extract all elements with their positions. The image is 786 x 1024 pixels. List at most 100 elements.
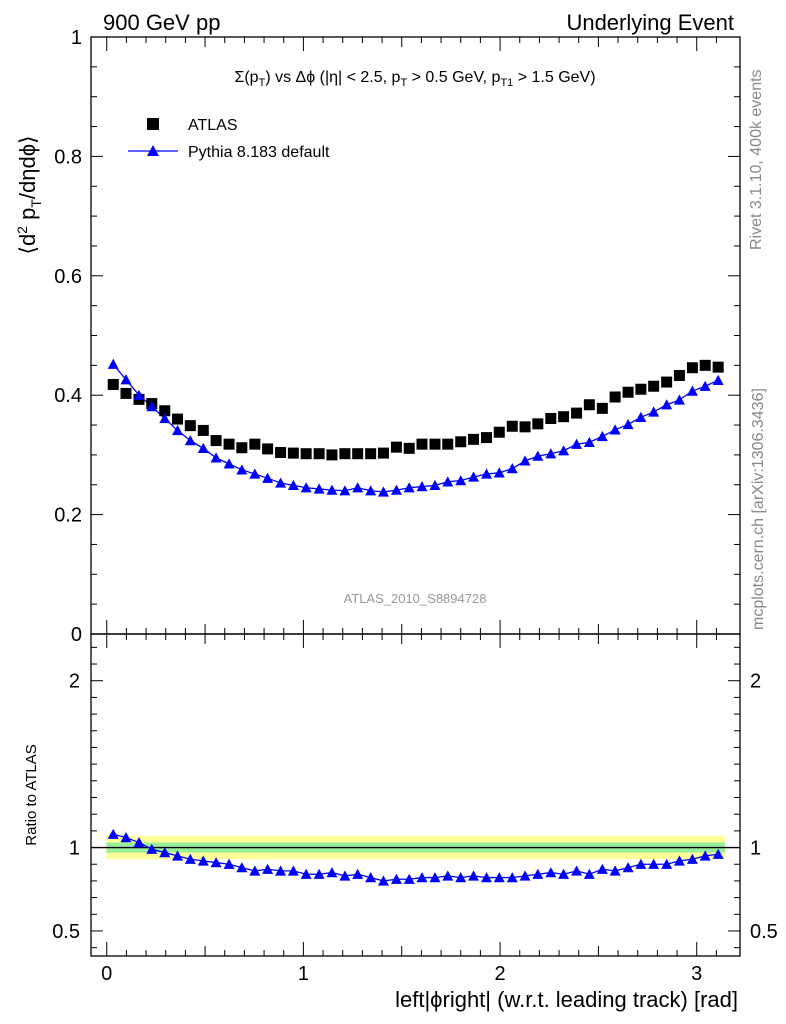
- atlas-point: [184, 420, 196, 432]
- pythia-point: [313, 483, 325, 494]
- pythia-point: [661, 399, 673, 410]
- ratio-data: [107, 828, 724, 886]
- main-y-tick-label: 0: [71, 624, 82, 646]
- ratio-point: [146, 843, 158, 854]
- pythia-point: [377, 486, 389, 497]
- ratio-point: [699, 850, 711, 861]
- ratio-point: [236, 862, 248, 873]
- rivet-label: Rivet 3.1.10, 400k events: [748, 69, 765, 250]
- pythia-point: [442, 476, 454, 487]
- ratio-point: [197, 855, 209, 866]
- ratio-y-tick-label-left: 1: [69, 838, 80, 860]
- atlas-point: [223, 438, 235, 450]
- x-tick-label: 1: [298, 963, 309, 985]
- atlas-point: [493, 426, 505, 438]
- main-title: Σ(pT) vs Δϕ (|η| < 2.5, pT > 0.5 GeV, pT…: [234, 69, 595, 89]
- atlas-point: [673, 369, 685, 381]
- pythia-point: [339, 485, 351, 496]
- ratio-point: [365, 872, 377, 883]
- atlas-point: [275, 447, 287, 459]
- pythia-point: [262, 472, 274, 483]
- pythia-point: [184, 435, 196, 446]
- ratio-y-tick-label-right: 1: [750, 838, 761, 860]
- ratio-point: [455, 872, 467, 883]
- ratio-point: [287, 865, 299, 876]
- ratio-point: [609, 865, 621, 876]
- ratio-frame: [90, 633, 741, 957]
- atlas-point: [468, 433, 480, 445]
- ratio-point: [622, 862, 634, 873]
- ratio-point: [519, 870, 531, 881]
- pythia-point: [287, 479, 299, 491]
- main-y-label: ⟨d2 pT/dηdϕ⟩: [14, 135, 44, 254]
- pythia-point: [480, 468, 492, 479]
- ratio-point: [493, 872, 505, 883]
- mcplots-label: mcplots.cern.ch [arXiv:1306.3436]: [750, 388, 767, 630]
- pythia-point: [596, 430, 608, 442]
- ratio-point: [583, 868, 595, 879]
- pythia-point: [686, 385, 698, 396]
- atlas-point: [197, 424, 209, 436]
- atlas-point: [236, 442, 248, 454]
- main-y-ticks: 0 0.2 0.4 0.6 0.8 1: [54, 27, 740, 646]
- atlas-point: [262, 443, 274, 455]
- ratio-point: [210, 857, 222, 868]
- pythia-point: [210, 452, 222, 463]
- pythia-point: [571, 438, 583, 449]
- pythia-point: [300, 482, 312, 493]
- atlas-point: [596, 402, 608, 414]
- pythia-point: [416, 481, 428, 492]
- pythia-point: [429, 479, 441, 491]
- x-tick-label: 3: [691, 963, 702, 985]
- pythia-point: [519, 455, 531, 466]
- ratio-point: [313, 868, 325, 879]
- atlas-point: [558, 411, 570, 423]
- atlas-point: [313, 448, 325, 460]
- ratio-point: [545, 867, 557, 878]
- ratio-point: [416, 872, 428, 883]
- ratio-x-ticks: 0 1 2 3: [101, 634, 717, 985]
- ratio-point: [249, 865, 261, 876]
- atlas-point: [249, 438, 261, 450]
- ratio-point: [159, 847, 171, 858]
- atlas-point: [416, 438, 428, 450]
- atlas-point: [287, 447, 299, 459]
- ratio-point: [403, 873, 415, 884]
- pythia-point: [133, 389, 145, 400]
- main-y-tick-label: 1: [71, 27, 82, 49]
- ratio-y-ticks: 0.5 0.5 1 1 2 2: [52, 646, 778, 949]
- header-left: 900 GeV pp: [103, 10, 220, 35]
- atlas-point: [648, 380, 660, 392]
- main-y-tick-label: 0.4: [54, 385, 82, 407]
- legend: ATLAS Pythia 8.183 default: [128, 117, 330, 161]
- atlas-point: [545, 412, 557, 424]
- pythia-point: [635, 411, 647, 422]
- pythia-point: [673, 394, 685, 405]
- x-tick-label: 2: [495, 963, 506, 985]
- pythia-point: [648, 406, 660, 417]
- ratio-y-tick-label-right: 2: [750, 671, 761, 693]
- atlas-point: [339, 448, 351, 460]
- atlas-point: [403, 442, 415, 454]
- atlas-point: [455, 436, 467, 448]
- ratio-point: [480, 872, 492, 883]
- pythia-point: [236, 464, 248, 475]
- ratio-point: [532, 868, 544, 879]
- atlas-point: [712, 361, 724, 373]
- atlas-point: [159, 405, 171, 417]
- atlas-point: [480, 432, 492, 444]
- ratio-panel: 0.5 0.5 1 1 2 2 0 1 2 3 Ratio to ATLAS left|ϕrig…: [23, 633, 778, 1012]
- ratio-point: [635, 858, 647, 869]
- atlas-point: [107, 378, 119, 390]
- ratio-point: [352, 868, 364, 879]
- pythia-point: [197, 442, 209, 454]
- atlas-point: [699, 359, 711, 371]
- ratio-point: [120, 832, 132, 843]
- ratio-point: [339, 870, 351, 881]
- pythia-point: [506, 463, 518, 474]
- analysis-label: ATLAS_2010_S8894728: [344, 591, 487, 606]
- atlas-point: [120, 387, 132, 399]
- ratio-point: [223, 858, 235, 869]
- ratio-point: [429, 872, 441, 883]
